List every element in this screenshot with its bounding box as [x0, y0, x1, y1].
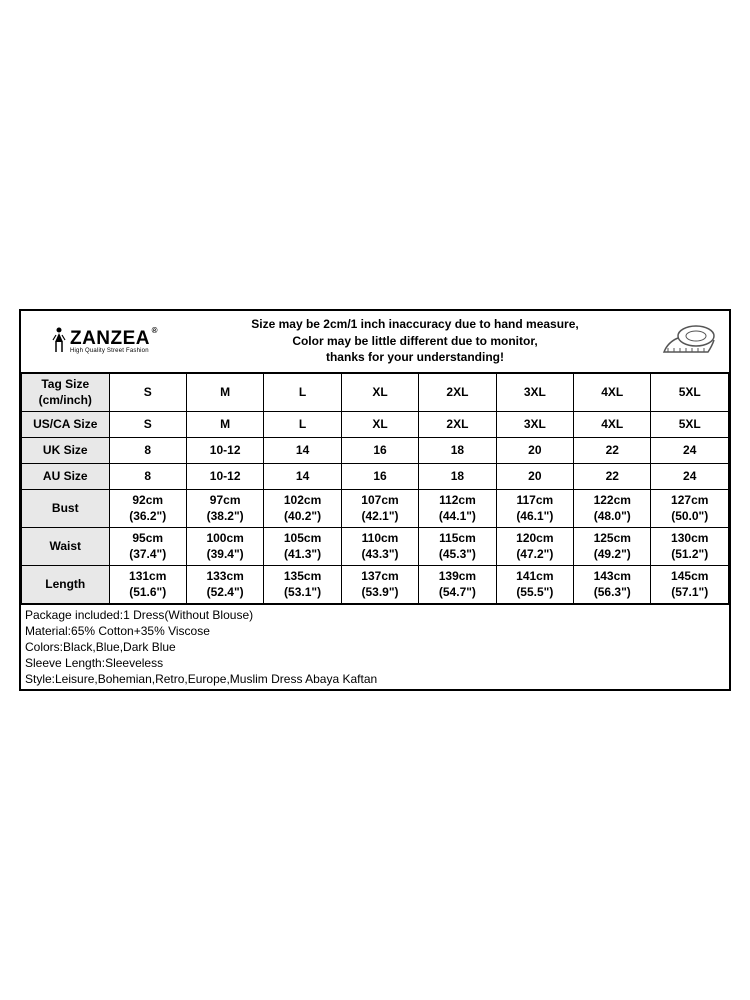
- table-cell: 14: [264, 463, 341, 489]
- notice-text: Size may be 2cm/1 inch inaccuracy due to…: [181, 312, 649, 370]
- table-cell: 2XL: [419, 373, 496, 411]
- table-cell: S: [109, 373, 186, 411]
- row-tag-size: Tag Size(cm/inch) S M L XL 2XL 3XL 4XL 5…: [22, 373, 729, 411]
- label-uk: UK Size: [22, 437, 110, 463]
- size-chart: ZANZEA® High Quality Street Fashion Size…: [19, 309, 731, 692]
- label-waist: Waist: [22, 527, 110, 565]
- table-cell: 107cm(42.1"): [341, 489, 418, 527]
- header-row: ZANZEA® High Quality Street Fashion Size…: [21, 311, 729, 373]
- table-cell: 145cm(57.1"): [651, 565, 729, 603]
- table-cell: 22: [574, 463, 651, 489]
- table-cell: 110cm(43.3"): [341, 527, 418, 565]
- notice-line-3: thanks for your understanding!: [185, 349, 645, 366]
- table-cell: 100cm(39.4"): [186, 527, 263, 565]
- table-cell: 143cm(56.3"): [574, 565, 651, 603]
- notice-line-2: Color may be little different due to mon…: [185, 333, 645, 350]
- row-length: Length 131cm(51.6") 133cm(52.4") 135cm(5…: [22, 565, 729, 603]
- row-us-ca: US/CA Size S M L XL 2XL 3XL 4XL 5XL: [22, 411, 729, 437]
- table-cell: 10-12: [186, 463, 263, 489]
- label-tag-size: Tag Size(cm/inch): [22, 373, 110, 411]
- table-cell: 112cm(44.1"): [419, 489, 496, 527]
- table-cell: 117cm(46.1"): [496, 489, 573, 527]
- table-cell: 115cm(45.3"): [419, 527, 496, 565]
- table-cell: 120cm(47.2"): [496, 527, 573, 565]
- label-bust: Bust: [22, 489, 110, 527]
- table-cell: M: [186, 373, 263, 411]
- size-table: Tag Size(cm/inch) S M L XL 2XL 3XL 4XL 5…: [21, 373, 729, 604]
- detail-style: Style:Leisure,Bohemian,Retro,Europe,Musl…: [25, 671, 725, 687]
- table-cell: 122cm(48.0"): [574, 489, 651, 527]
- table-cell: S: [109, 411, 186, 437]
- table-cell: 16: [341, 437, 418, 463]
- registered-icon: ®: [152, 327, 158, 335]
- table-cell: L: [264, 373, 341, 411]
- table-cell: 139cm(54.7"): [419, 565, 496, 603]
- row-uk: UK Size 8 10-12 14 16 18 20 22 24: [22, 437, 729, 463]
- table-cell: 8: [109, 463, 186, 489]
- table-cell: 20: [496, 437, 573, 463]
- tape-measure-icon: [660, 322, 718, 360]
- table-cell: 16: [341, 463, 418, 489]
- table-cell: 14: [264, 437, 341, 463]
- table-cell: M: [186, 411, 263, 437]
- table-cell: 5XL: [651, 411, 729, 437]
- notice-line-1: Size may be 2cm/1 inch inaccuracy due to…: [185, 316, 645, 333]
- row-au: AU Size 8 10-12 14 16 18 20 22 24: [22, 463, 729, 489]
- detail-sleeve: Sleeve Length:Sleeveless: [25, 655, 725, 671]
- table-cell: 92cm(36.2"): [109, 489, 186, 527]
- logo-figure-icon: [52, 326, 66, 356]
- table-cell: 24: [651, 463, 729, 489]
- table-cell: 3XL: [496, 411, 573, 437]
- table-cell: 18: [419, 463, 496, 489]
- logo-cell: ZANZEA® High Quality Street Fashion: [21, 322, 181, 360]
- table-cell: 22: [574, 437, 651, 463]
- detail-package: Package included:1 Dress(Without Blouse): [25, 607, 725, 623]
- table-cell: 10-12: [186, 437, 263, 463]
- table-cell: 102cm(40.2"): [264, 489, 341, 527]
- table-cell: 4XL: [574, 411, 651, 437]
- label-au: AU Size: [22, 463, 110, 489]
- row-bust: Bust 92cm(36.2") 97cm(38.2") 102cm(40.2"…: [22, 489, 729, 527]
- table-cell: 141cm(55.5"): [496, 565, 573, 603]
- table-cell: 127cm(50.0"): [651, 489, 729, 527]
- table-cell: 97cm(38.2"): [186, 489, 263, 527]
- label-us-ca: US/CA Size: [22, 411, 110, 437]
- table-cell: 105cm(41.3"): [264, 527, 341, 565]
- table-cell: 5XL: [651, 373, 729, 411]
- table-cell: 125cm(49.2"): [574, 527, 651, 565]
- brand-name: ZANZEA®: [70, 329, 150, 348]
- table-cell: 18: [419, 437, 496, 463]
- table-cell: XL: [341, 373, 418, 411]
- table-cell: 130cm(51.2"): [651, 527, 729, 565]
- detail-colors: Colors:Black,Blue,Dark Blue: [25, 639, 725, 655]
- tape-measure-cell: [649, 322, 729, 360]
- table-cell: 8: [109, 437, 186, 463]
- table-cell: 3XL: [496, 373, 573, 411]
- table-cell: 137cm(53.9"): [341, 565, 418, 603]
- table-cell: 2XL: [419, 411, 496, 437]
- table-cell: 95cm(37.4"): [109, 527, 186, 565]
- table-cell: 131cm(51.6"): [109, 565, 186, 603]
- label-length: Length: [22, 565, 110, 603]
- row-waist: Waist 95cm(37.4") 100cm(39.4") 105cm(41.…: [22, 527, 729, 565]
- table-cell: 4XL: [574, 373, 651, 411]
- brand-logo: ZANZEA® High Quality Street Fashion: [52, 326, 150, 356]
- table-cell: 20: [496, 463, 573, 489]
- table-cell: 24: [651, 437, 729, 463]
- table-cell: L: [264, 411, 341, 437]
- table-cell: 133cm(52.4"): [186, 565, 263, 603]
- product-details: Package included:1 Dress(Without Blouse)…: [21, 604, 729, 690]
- table-cell: XL: [341, 411, 418, 437]
- table-cell: 135cm(53.1"): [264, 565, 341, 603]
- detail-material: Material:65% Cotton+35% Viscose: [25, 623, 725, 639]
